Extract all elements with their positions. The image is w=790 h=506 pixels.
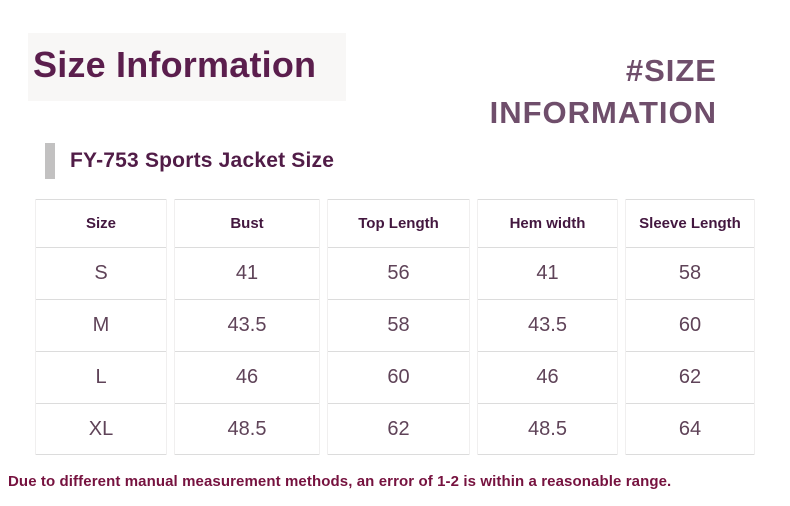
table-cell: S [36, 247, 166, 299]
column-header: Size [36, 199, 166, 247]
table-cell: 62 [626, 351, 754, 403]
table-cell: 41 [478, 247, 617, 299]
column-header: Sleeve Length [626, 199, 754, 247]
column-header: Hem width [478, 199, 617, 247]
column-header: Bust [175, 199, 319, 247]
hashtag-heading: #SIZE INFORMATION [490, 50, 717, 134]
table-cell: L [36, 351, 166, 403]
table-column: Sleeve Length 58 60 62 64 [625, 199, 755, 455]
table-cell: 48.5 [175, 403, 319, 455]
table-cell: 56 [328, 247, 469, 299]
table-cell: 58 [626, 247, 754, 299]
table-cell: 60 [328, 351, 469, 403]
section-marker-bar [45, 143, 55, 179]
section-heading-row: FY-753 Sports Jacket Size [45, 143, 334, 179]
measurement-note: Due to different manual measurement meth… [8, 473, 672, 490]
title-backdrop [28, 33, 346, 101]
table-column: Size S M L XL [35, 199, 167, 455]
table-cell: 43.5 [175, 299, 319, 351]
table-cell: 46 [175, 351, 319, 403]
table-cell: 46 [478, 351, 617, 403]
page-title: Size Information [33, 44, 317, 85]
table-cell: 62 [328, 403, 469, 455]
table-cell: 60 [626, 299, 754, 351]
table-cell: 43.5 [478, 299, 617, 351]
table-cell: 64 [626, 403, 754, 455]
table-cell: 41 [175, 247, 319, 299]
table-cell: 58 [328, 299, 469, 351]
table-column: Hem width 41 43.5 46 48.5 [477, 199, 618, 455]
table-cell: 48.5 [478, 403, 617, 455]
table-column: Bust 41 43.5 46 48.5 [174, 199, 320, 455]
column-header: Top Length [328, 199, 469, 247]
section-heading: FY-753 Sports Jacket Size [70, 149, 335, 172]
size-table: Size S M L XL Bust 41 43.5 46 48.5 Top Length 56 58 6… [35, 199, 755, 455]
hashtag-line-1: #SIZE [625, 53, 717, 88]
table-cell: XL [36, 403, 166, 455]
table-column: Top Length 56 58 60 62 [327, 199, 470, 455]
table-cell: M [36, 299, 166, 351]
hashtag-line-2: INFORMATION [489, 95, 717, 130]
